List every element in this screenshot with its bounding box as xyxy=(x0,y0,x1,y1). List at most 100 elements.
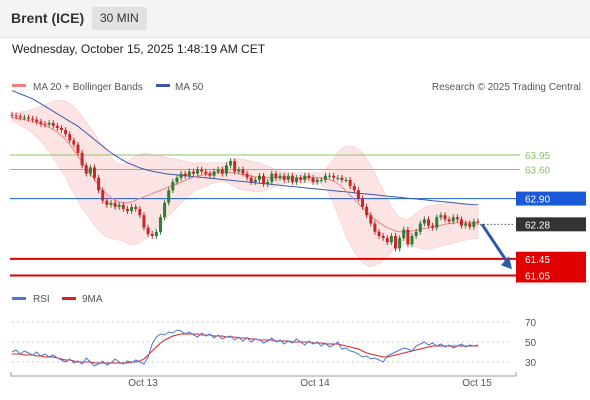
timeframe-button[interactable]: 30 MIN xyxy=(92,7,147,30)
candle-body xyxy=(35,119,39,122)
instrument-name: Brent (ICE) xyxy=(11,10,85,26)
candle-body xyxy=(241,169,245,174)
time-tick-label-2: Oct 15 xyxy=(462,378,492,389)
candle-body xyxy=(282,175,286,180)
candle-body xyxy=(402,229,406,239)
candle-body xyxy=(196,169,200,174)
ma50-line xyxy=(11,90,478,206)
candle-body xyxy=(212,171,216,176)
candle-body xyxy=(113,202,117,207)
rsi-ma9-line xyxy=(12,333,478,364)
candle-body xyxy=(328,175,332,177)
rsi-tick-label-70: 70 xyxy=(525,318,537,329)
level-label-63.95: 63.95 xyxy=(525,151,550,162)
candle-body xyxy=(443,215,447,220)
candle-body xyxy=(472,221,476,227)
level-tag-62.90 xyxy=(516,191,586,206)
candle-body xyxy=(142,215,146,228)
credit-text: Research © 2025 Trading Central xyxy=(432,82,581,93)
candle-body xyxy=(299,177,303,180)
candle-body xyxy=(200,169,204,172)
candle-body xyxy=(361,198,365,207)
candle-body xyxy=(377,231,381,236)
candle-body xyxy=(460,219,464,226)
candle-body xyxy=(249,177,253,182)
candle-body xyxy=(55,125,59,128)
candle-body xyxy=(451,217,455,222)
candle-body xyxy=(389,235,393,243)
candle-body xyxy=(22,117,26,119)
candle-body xyxy=(158,217,162,232)
candle-body xyxy=(286,175,290,180)
chart-datetime: Wednesday, October 15, 2025 1:48:19 AM C… xyxy=(12,42,266,56)
legend-9ma-label: 9MA xyxy=(82,294,103,305)
level-label-63.60: 63.60 xyxy=(525,165,550,176)
candle-body xyxy=(101,190,105,201)
candle-body xyxy=(138,208,142,216)
candle-body xyxy=(262,175,266,185)
candle-body xyxy=(121,204,125,209)
candle-body xyxy=(315,179,319,182)
candle-body xyxy=(97,177,101,191)
chart-header: Brent (ICE) 30 MIN xyxy=(0,0,590,38)
candle-body xyxy=(278,175,282,178)
candle-body xyxy=(51,122,55,126)
legend-ma20-label: MA 20 + Bollinger Bands xyxy=(33,82,143,93)
candle-body xyxy=(179,173,183,178)
legend-ma50-label: MA 50 xyxy=(175,82,204,93)
candle-body xyxy=(204,171,208,174)
price-panel: 63.95 63.60 62.90 62.28 61.45 61.05 xyxy=(10,90,586,283)
candle-body xyxy=(373,223,377,232)
candle-body xyxy=(183,173,187,176)
candle-body xyxy=(369,215,373,224)
candle-body xyxy=(84,165,88,174)
candle-body xyxy=(303,175,307,180)
candle-body xyxy=(191,171,195,174)
candle-body xyxy=(72,140,76,145)
bollinger-band xyxy=(11,100,479,268)
candle-body xyxy=(43,123,47,125)
candle-body xyxy=(270,173,274,182)
candle-body xyxy=(323,175,327,180)
candle-body xyxy=(233,161,237,172)
candle-body xyxy=(427,219,431,226)
candle-body xyxy=(125,208,129,212)
legend-rsi-swatch xyxy=(12,297,26,300)
candle-body xyxy=(356,190,360,199)
candle-body xyxy=(385,238,389,243)
candle-body xyxy=(439,215,443,218)
forecast-arrow-head xyxy=(501,256,512,270)
candle-body xyxy=(154,231,158,236)
level-label-62.90: 62.90 xyxy=(525,195,550,206)
candle-body xyxy=(468,223,472,227)
candle-body xyxy=(208,173,212,176)
rsi-tick-label-30: 30 xyxy=(525,358,537,369)
candle-body xyxy=(464,223,468,226)
legend-ma50-swatch xyxy=(156,84,170,87)
legend-rsi-label: RSI xyxy=(33,294,50,305)
candle-body xyxy=(365,206,369,216)
candle-body xyxy=(117,204,121,207)
candle-body xyxy=(418,223,422,232)
candle-body xyxy=(187,171,191,176)
candle-body xyxy=(229,161,233,166)
rsi-legend: RSI 9MA xyxy=(12,294,103,305)
candle-body xyxy=(80,152,84,166)
candle-body xyxy=(76,144,80,153)
rsi-tick-label-50: 50 xyxy=(525,338,537,349)
candle-body xyxy=(18,116,22,118)
candle-body xyxy=(31,118,35,120)
candle-body xyxy=(216,169,220,172)
candle-body xyxy=(352,186,356,191)
candle-body xyxy=(431,225,435,228)
candle-body xyxy=(175,177,179,182)
candle-body xyxy=(422,219,426,224)
time-axis-line xyxy=(10,372,517,377)
candle-body xyxy=(134,206,138,209)
candle-body xyxy=(447,219,451,222)
candle-body xyxy=(381,235,385,239)
candle-body xyxy=(171,181,175,191)
candle-body xyxy=(455,217,459,220)
candle-body xyxy=(92,167,96,178)
